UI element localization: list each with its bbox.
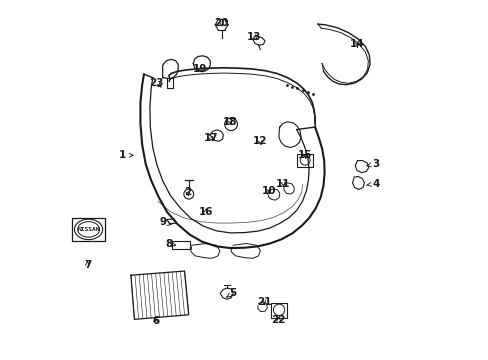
Text: 6: 6 (152, 316, 159, 326)
Text: 21: 21 (256, 297, 271, 307)
Text: 19: 19 (193, 64, 207, 74)
Text: 18: 18 (223, 117, 237, 127)
Text: 22: 22 (271, 315, 285, 325)
Text: 20: 20 (214, 18, 228, 28)
Text: 14: 14 (349, 39, 364, 49)
Text: 17: 17 (203, 133, 218, 143)
Text: 4: 4 (366, 179, 379, 189)
Text: 16: 16 (198, 207, 212, 217)
Text: 13: 13 (246, 32, 261, 42)
Text: 5: 5 (226, 288, 236, 298)
Bar (71, 218, 105, 241)
Text: 15: 15 (297, 150, 312, 160)
Text: 1: 1 (119, 150, 133, 160)
Text: 2: 2 (184, 187, 191, 197)
Bar (271, 303, 286, 318)
Text: 12: 12 (253, 136, 267, 146)
Text: 11: 11 (276, 179, 290, 189)
Text: NISSAN: NISSAN (77, 227, 100, 232)
Text: 3: 3 (366, 159, 379, 169)
Text: 9: 9 (160, 217, 171, 227)
Bar (297, 154, 312, 167)
Bar (172, 241, 189, 249)
Text: 23: 23 (149, 78, 163, 88)
Text: 10: 10 (262, 186, 276, 195)
Text: 7: 7 (83, 260, 91, 270)
Text: 8: 8 (164, 239, 176, 248)
